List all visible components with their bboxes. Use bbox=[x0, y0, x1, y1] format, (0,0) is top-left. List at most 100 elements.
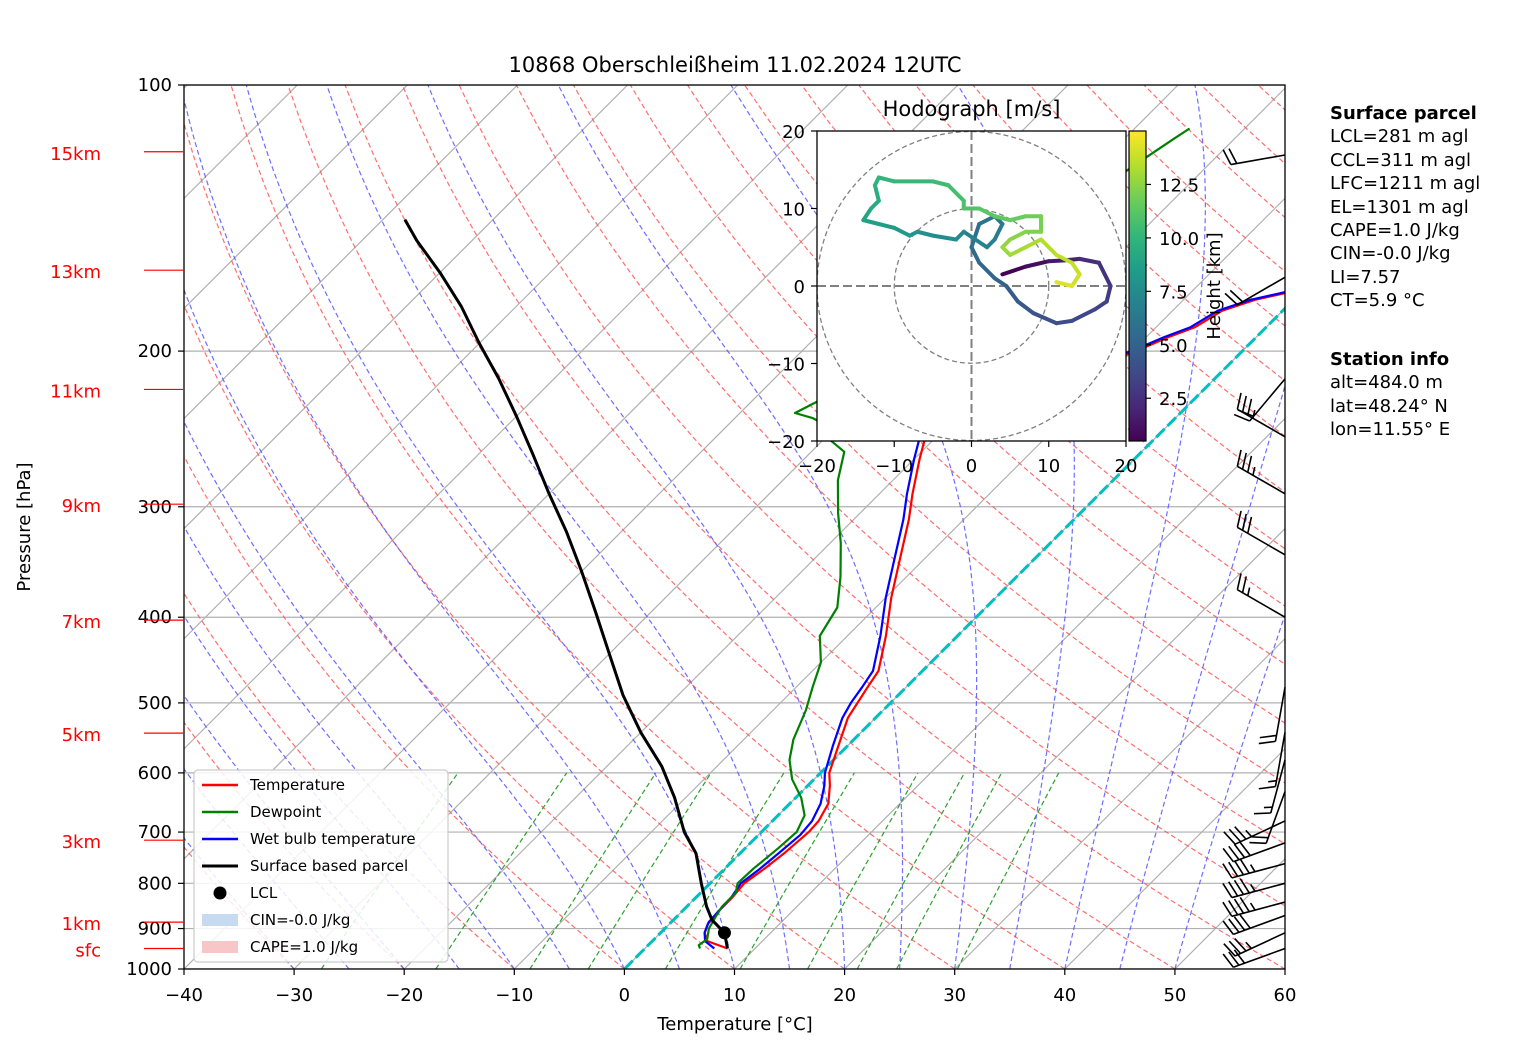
x-tick-label: 10 bbox=[723, 985, 746, 1006]
isotherm-gridline bbox=[184, 85, 408, 310]
hodograph-segment bbox=[1054, 280, 1074, 288]
moist-adiabat bbox=[326, 85, 791, 969]
mixing-ratio-line bbox=[856, 772, 966, 969]
surface-parcel-info: Surface parcel LCL=281 m agl CCL=311 m a… bbox=[1330, 102, 1480, 313]
colorbar-tick-label: 7.5 bbox=[1159, 282, 1188, 303]
colorbar-tick-label: 5.0 bbox=[1159, 336, 1188, 357]
wind-barb bbox=[1222, 914, 1286, 936]
mixing-ratio-line bbox=[739, 772, 855, 969]
hodograph: Hodograph [m/s] −20 −20 −10 −10 0 0 10 10 20 20 2.5… bbox=[767, 97, 1225, 477]
hodograph-x-tick-label: −20 bbox=[798, 456, 836, 477]
mixing-ratio-line bbox=[956, 772, 1060, 969]
hodograph-segment bbox=[992, 222, 1005, 242]
colorbar-tick-label: 12.5 bbox=[1159, 175, 1199, 196]
hodograph-segment bbox=[1039, 237, 1059, 257]
x-tick-label: 50 bbox=[1163, 985, 1186, 1006]
height-label: 1km bbox=[62, 914, 101, 935]
hodograph-segment bbox=[1096, 260, 1113, 288]
hodograph-segment bbox=[1069, 260, 1082, 277]
mixing-ratio-line bbox=[529, 772, 657, 969]
isotherm-gridline bbox=[184, 85, 629, 530]
moist-adiabat bbox=[184, 288, 625, 969]
hodograph-segment bbox=[1031, 311, 1059, 326]
hodograph-colorbar bbox=[1128, 130, 1147, 442]
x-tick-label: 60 bbox=[1274, 985, 1297, 1006]
station-info-heading: Station info bbox=[1330, 349, 1450, 370]
wind-barb bbox=[1253, 759, 1286, 815]
moist-adiabat bbox=[1064, 85, 1207, 969]
hodograph-segment bbox=[1077, 256, 1101, 265]
moist-adiabat bbox=[184, 420, 570, 969]
hodograph-segment bbox=[1046, 258, 1067, 264]
isotherm-gridline bbox=[184, 85, 849, 750]
hodograph-segment bbox=[1069, 307, 1098, 323]
hodograph-segment bbox=[1004, 284, 1020, 304]
moist-adiabat bbox=[245, 85, 736, 969]
isotherm-gridline bbox=[844, 527, 1285, 969]
moist-adiabat bbox=[427, 85, 846, 969]
hodograph-x-tick-label: 10 bbox=[1037, 456, 1060, 477]
colorbar-label: Height [km] bbox=[1204, 232, 1225, 339]
hodograph-segment bbox=[915, 229, 935, 238]
hodograph-segment bbox=[1015, 299, 1036, 316]
station-info: Station info alt=484.0 m lat=48.24° N lo… bbox=[1330, 348, 1450, 442]
wind-barb bbox=[1224, 276, 1286, 306]
moist-adiabat bbox=[184, 96, 681, 969]
x-tick-label: 0 bbox=[619, 985, 630, 1006]
lcl-marker bbox=[717, 926, 731, 940]
station-longitude: lon=11.55° E bbox=[1330, 419, 1451, 441]
hodograph-segment bbox=[992, 276, 1009, 288]
hodograph-segment bbox=[1000, 264, 1028, 277]
x-tick-label: 30 bbox=[943, 985, 966, 1006]
hodograph-x-tick-label: 20 bbox=[1115, 456, 1138, 477]
hodograph-segment bbox=[1023, 259, 1051, 269]
legend-label: Temperature bbox=[249, 776, 345, 794]
height-label: 11km bbox=[50, 381, 101, 402]
mixing-ratio-line bbox=[587, 772, 712, 969]
y-tick-label: 300 bbox=[138, 497, 172, 518]
legend-label: Wet bulb temperature bbox=[250, 830, 416, 848]
hodograph-segment bbox=[861, 206, 874, 223]
legend: Temperature Dewpoint Wet bulb temperature S… bbox=[193, 769, 449, 963]
hodograph-title: Hodograph [m/s] bbox=[883, 97, 1061, 121]
hodograph-segment bbox=[876, 222, 897, 230]
hodograph-segment bbox=[1008, 229, 1028, 242]
colorbar-tick-label: 10.0 bbox=[1159, 229, 1199, 250]
wind-barbs bbox=[1222, 148, 1286, 969]
hodograph-segment bbox=[946, 183, 966, 203]
hodograph-segment bbox=[969, 222, 982, 250]
isotherm-gridline bbox=[513, 197, 1285, 969]
dry-adiabat bbox=[184, 303, 735, 969]
height-label: 7km bbox=[62, 612, 101, 633]
wind-barb bbox=[1222, 858, 1286, 879]
moist-adiabat bbox=[557, 85, 904, 969]
dry-adiabat bbox=[1486, 85, 1517, 969]
height-label: 9km bbox=[62, 496, 101, 517]
wind-barb bbox=[1258, 687, 1286, 745]
y-tick-label: 500 bbox=[138, 693, 172, 714]
surface-parcel-heading: Surface parcel bbox=[1330, 103, 1477, 124]
x-tick-label: −30 bbox=[275, 985, 313, 1006]
el-value: EL=1301 m agl bbox=[1330, 196, 1469, 218]
hodograph-y-tick-label: −20 bbox=[767, 432, 805, 453]
height-label: sfc bbox=[75, 940, 101, 961]
y-tick-label: 100 bbox=[138, 75, 172, 96]
hodograph-segment bbox=[1008, 245, 1028, 257]
wind-barb bbox=[1258, 732, 1286, 790]
temperature-profile bbox=[703, 291, 1285, 950]
wind-barb bbox=[1222, 897, 1286, 918]
dry-adiabat bbox=[515, 85, 1285, 845]
isotherm-gridline bbox=[184, 85, 739, 640]
wind-barb bbox=[1222, 841, 1286, 863]
y-tick-label: 400 bbox=[138, 607, 172, 628]
cin-value: CIN=-0.0 J/kg bbox=[1330, 243, 1451, 265]
mixing-ratio-line bbox=[664, 772, 785, 969]
hodograph-segment bbox=[977, 214, 997, 226]
ccl-value: CCL=311 m agl bbox=[1330, 149, 1472, 171]
mixing-ratio-line bbox=[896, 772, 1003, 969]
height-label: 15km bbox=[50, 144, 101, 165]
wind-barb bbox=[1222, 947, 1286, 969]
wind-barb bbox=[1249, 791, 1286, 845]
x-tick-label: 20 bbox=[833, 985, 856, 1006]
hodograph-y-tick-label: −10 bbox=[767, 355, 805, 376]
